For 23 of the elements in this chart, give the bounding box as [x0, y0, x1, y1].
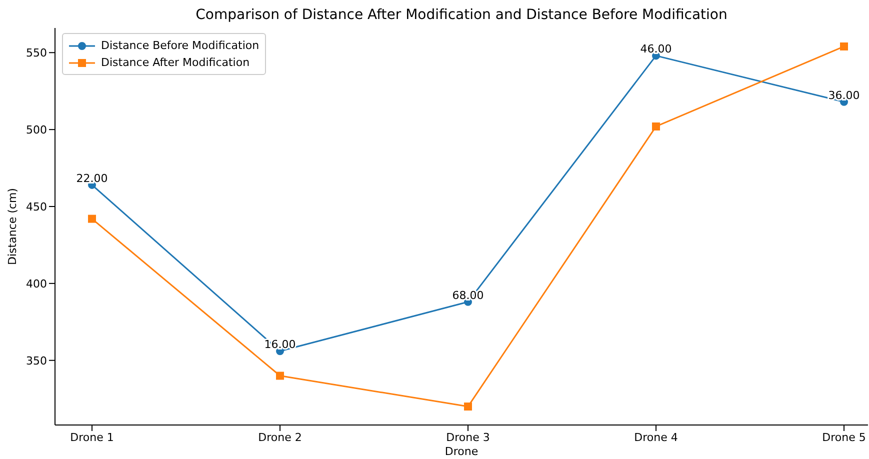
- y-tick-label: 450: [26, 200, 47, 214]
- point: [464, 402, 472, 411]
- y-axis-title: Distance (cm): [6, 188, 19, 265]
- x-tick-label: Drone 4: [634, 430, 678, 444]
- y-tick-label: 500: [26, 123, 47, 136]
- annotation: 22.00: [76, 172, 108, 185]
- x-tick-label: Drone 1: [70, 430, 114, 444]
- legend-label: Distance Before Modification: [101, 39, 260, 52]
- point: [840, 42, 848, 50]
- y-tick-label: 400: [26, 277, 47, 290]
- annotation: 46.00: [640, 42, 672, 56]
- y-tick-label: 350: [26, 354, 47, 368]
- x-axis-title: Drone: [444, 445, 478, 458]
- x-tick-label: Drone 2: [258, 430, 302, 444]
- y-tick-label: 550: [26, 46, 47, 60]
- chart-title: Comparison of Distance After Modification and Distance Before Modification: [194, 7, 728, 23]
- point: [652, 122, 660, 130]
- x-tick-label: Drone 3: [446, 430, 490, 444]
- legend-label: Distance After Modification: [101, 56, 250, 69]
- point: [276, 372, 284, 380]
- x-tick-label: Drone 5: [822, 430, 866, 444]
- annotation: 36.00: [828, 88, 860, 102]
- point: [88, 214, 96, 223]
